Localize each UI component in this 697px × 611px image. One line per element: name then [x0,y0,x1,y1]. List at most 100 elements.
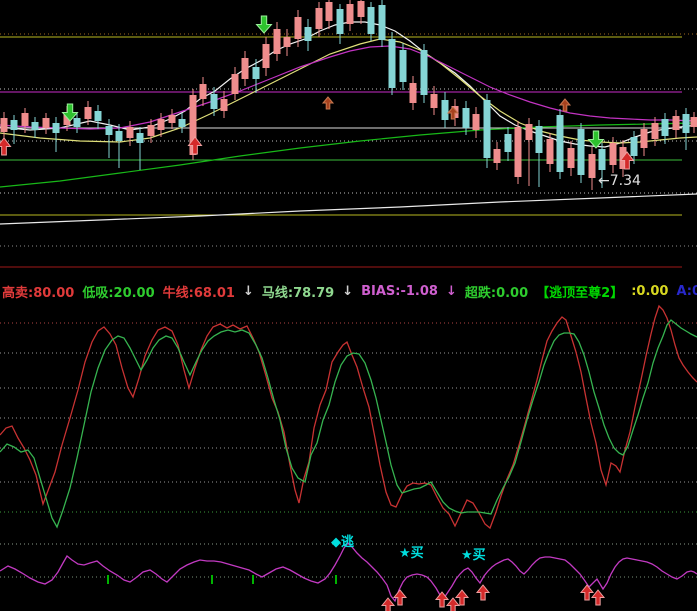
buy-marker: ★买 [461,548,486,563]
candle [609,143,617,165]
indicator-segment: 高卖:80.00 [2,286,75,301]
indicator-title: 【逃顶至尊2】 [536,286,624,301]
candle [315,8,323,29]
candle [388,39,396,88]
oscillator-gridlines [0,322,697,513]
oscillator-panel[interactable] [0,301,697,531]
ma-green-long [0,122,697,188]
signal-line [0,542,697,603]
candle [273,29,281,54]
candle [378,5,386,40]
candle [136,133,144,143]
signal-marks [107,575,606,611]
buy-arrow-icon [187,136,203,155]
moving-average-lines [0,21,697,225]
candle [346,4,354,24]
signal-panel[interactable]: ◆逃 ★买 ★买 [0,531,697,611]
fast-line-red [0,304,697,530]
candle [483,100,491,158]
candle [294,17,302,39]
ma-white-long [0,193,697,225]
candle [168,115,176,123]
candle [31,122,39,130]
ma-yellow [0,38,697,144]
escape-top-marker: ◆逃 [331,534,355,550]
indicator-segment: 低吸:20.00 [82,286,155,301]
indicator-segment: BIAS:-1.08 [361,284,438,299]
candle [52,123,60,133]
indicator-segment: 牛线:68.01 [162,286,235,301]
candle [640,129,648,148]
minor-signal-arrow-icon [446,106,460,120]
buy-arrow-icon [475,584,491,601]
indicator-segment: 超跌:0.00 [464,286,529,301]
buy-arrow-icon [0,137,12,156]
candle [630,137,638,156]
indicator-segment: 马线:78.79 [261,286,335,301]
candle [409,83,417,103]
candle [430,94,438,108]
candles [0,0,697,190]
candle [73,118,81,127]
candle [241,58,249,79]
candle [178,119,186,127]
trade-signal-arrows [0,15,635,170]
signal-line-magenta [0,542,697,603]
candle [84,107,92,119]
candle [231,74,239,94]
sell-arrow-icon [61,103,79,122]
candle [514,127,522,177]
minor-signal-arrow-icon [321,96,335,110]
candle [210,94,218,109]
sell-arrow-icon [587,130,605,149]
buy-arrow-icon [590,589,606,606]
candle [588,154,596,178]
candle [10,120,18,130]
buy-arrow-icon [454,589,470,606]
candle [651,123,659,139]
candle [42,118,50,128]
minor-signal-arrow-icon [558,98,572,112]
candle [598,149,606,170]
candle [504,134,512,152]
candle [420,50,428,95]
candle [126,127,134,138]
candle [325,2,333,21]
ma-magenta [0,45,697,130]
candle [220,99,228,111]
green-tick [107,575,109,584]
buy-arrow-icon [380,597,396,611]
buy-arrow-icon [392,589,408,606]
candle [0,118,8,132]
candle [399,50,407,82]
candle [441,100,449,120]
candle [493,149,501,163]
green-tick [211,575,213,584]
buy-arrow-icon [434,591,450,608]
indicator-segment: :0.00 [631,284,669,299]
candle [199,84,207,99]
candle [535,126,543,153]
candle [262,44,270,68]
green-tick [335,575,337,584]
green-tick [252,575,254,584]
down-arrow-icon: ↓ [242,284,254,299]
candle [472,114,480,130]
buy-marker: ★买 [399,546,424,561]
candle [157,119,165,130]
buy-arrow-icon [619,151,635,170]
candle [252,67,260,79]
sell-arrow-icon [255,15,273,34]
candle [556,115,564,172]
candle [462,108,470,128]
candle [577,129,585,175]
candle [63,112,71,125]
candlestick-panel[interactable]: ←7.34 [0,0,697,283]
candle [336,9,344,34]
candle [672,116,680,130]
candle [567,148,575,168]
candle [357,1,365,17]
slow-line-green [0,319,697,529]
price-annotation: ←7.34 [598,173,641,189]
